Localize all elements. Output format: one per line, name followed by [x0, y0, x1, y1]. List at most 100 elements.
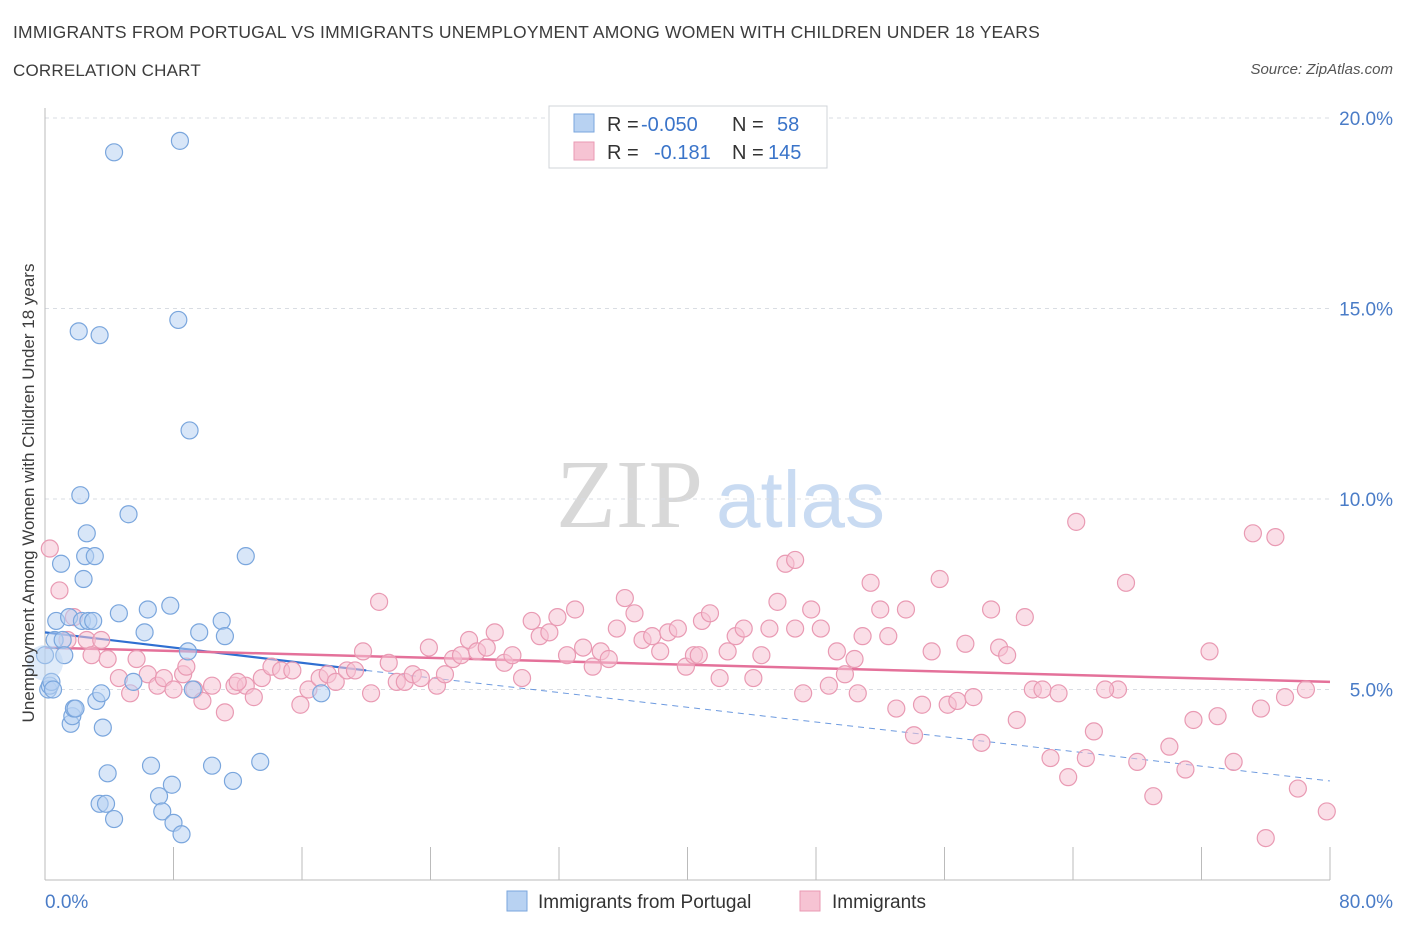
- legend-n-value-2: 145: [768, 142, 801, 164]
- point-portugal: [90, 326, 109, 345]
- point-immigrants: [1116, 573, 1136, 592]
- point-immigrants: [700, 604, 720, 623]
- point-immigrants: [583, 657, 602, 676]
- point-immigrants: [326, 672, 345, 691]
- bottom-legend-portugal: Immigrants from Portugal: [538, 892, 751, 913]
- point-immigrants: [557, 646, 577, 665]
- point-immigrants: [1256, 828, 1275, 848]
- legend-swatch-immigrants: [573, 141, 595, 161]
- point-immigrants: [98, 649, 117, 669]
- point-immigrants: [50, 581, 69, 600]
- y-tick-label: 10.0%: [1339, 490, 1393, 511]
- point-portugal: [180, 421, 199, 440]
- point-immigrants: [1184, 710, 1203, 730]
- point-portugal: [77, 524, 96, 543]
- point-portugal: [153, 802, 172, 821]
- point-immigrants: [353, 642, 373, 661]
- y-tick-label: 20.0%: [1339, 109, 1393, 130]
- point-immigrants: [1224, 752, 1243, 771]
- point-immigrants: [912, 695, 932, 714]
- point-immigrants: [811, 619, 830, 638]
- point-immigrants: [1067, 512, 1086, 531]
- x-tick-label-min: 0.0%: [45, 892, 88, 913]
- point-immigrants: [1015, 608, 1034, 627]
- point-immigrants: [451, 646, 471, 665]
- point-immigrants: [887, 699, 906, 718]
- x-tick-labels: 0.0% 80.0%: [45, 892, 1393, 913]
- point-immigrants: [861, 573, 880, 592]
- point-portugal: [236, 547, 255, 566]
- series-legend: Immigrants from Portugal Immigrants: [506, 890, 926, 913]
- point-immigrants: [845, 649, 864, 669]
- point-immigrants: [752, 646, 771, 665]
- point-immigrants: [92, 630, 111, 650]
- point-portugal: [162, 775, 181, 794]
- point-immigrants: [835, 665, 855, 684]
- point-immigrants: [40, 539, 59, 558]
- point-immigrants: [228, 672, 247, 691]
- y-tick-label: 5.0%: [1350, 681, 1393, 702]
- point-immigrants: [625, 604, 644, 623]
- point-immigrants: [607, 619, 626, 638]
- y-axis-label: Unemployment Among Women with Children U…: [19, 264, 38, 723]
- x-tick-label-max: 80.0%: [1339, 892, 1393, 913]
- point-immigrants: [827, 642, 846, 661]
- point-immigrants: [668, 619, 687, 638]
- point-portugal: [109, 604, 128, 623]
- point-portugal: [71, 486, 90, 505]
- point-immigrants: [82, 646, 101, 665]
- point-portugal: [124, 672, 143, 691]
- point-immigrants: [512, 668, 532, 688]
- point-portugal: [251, 752, 270, 771]
- point-immigrants: [904, 726, 924, 745]
- trend-line-portugal-extended: [366, 669, 1331, 782]
- legend-r-label-2: R =: [607, 142, 639, 164]
- point-portugal: [85, 547, 104, 566]
- axes: [44, 108, 1331, 881]
- point-immigrants: [522, 611, 541, 631]
- point-immigrants: [956, 634, 975, 653]
- point-immigrants: [1160, 737, 1179, 756]
- y-tick-label: 15.0%: [1339, 300, 1393, 321]
- point-immigrants: [1049, 684, 1068, 703]
- point-portugal: [190, 623, 209, 642]
- point-immigrants: [573, 638, 593, 657]
- point-immigrants: [734, 619, 753, 638]
- point-immigrants: [1096, 680, 1115, 699]
- point-immigrants: [972, 733, 991, 752]
- point-portugal: [55, 646, 74, 665]
- point-immigrants: [370, 592, 389, 611]
- legend-n-label-2: N =: [732, 142, 764, 164]
- point-portugal: [96, 794, 116, 813]
- point-immigrants: [379, 653, 398, 672]
- point-immigrants: [718, 642, 737, 661]
- point-portugal: [92, 684, 111, 703]
- point-immigrants: [1128, 752, 1147, 771]
- point-immigrants: [599, 649, 618, 669]
- point-immigrants: [848, 684, 867, 703]
- point-immigrants: [411, 668, 430, 688]
- point-portugal: [202, 756, 222, 775]
- point-portugal: [43, 680, 63, 699]
- point-portugal: [53, 630, 72, 650]
- point-immigrants: [710, 668, 729, 688]
- point-immigrants: [1007, 710, 1026, 730]
- point-immigrants: [998, 646, 1017, 665]
- chart-title: IMMIGRANTS FROM PORTUGAL VS IMMIGRANTS U…: [13, 22, 1041, 42]
- point-immigrants: [1176, 760, 1195, 779]
- stats-legend-box: [548, 105, 828, 169]
- point-portugal: [104, 143, 124, 162]
- point-immigrants: [964, 688, 983, 707]
- point-portugal: [212, 611, 231, 631]
- point-portugal: [119, 505, 138, 524]
- point-portugal: [98, 764, 117, 783]
- point-immigrants: [1208, 707, 1227, 726]
- point-portugal: [69, 322, 88, 341]
- point-immigrants: [540, 623, 559, 642]
- point-portugal-cluster: [27, 644, 63, 681]
- point-portugal: [312, 684, 331, 703]
- point-immigrants: [565, 600, 585, 619]
- point-immigrants: [164, 680, 183, 699]
- point-portugal: [138, 600, 157, 619]
- point-immigrants: [794, 684, 813, 703]
